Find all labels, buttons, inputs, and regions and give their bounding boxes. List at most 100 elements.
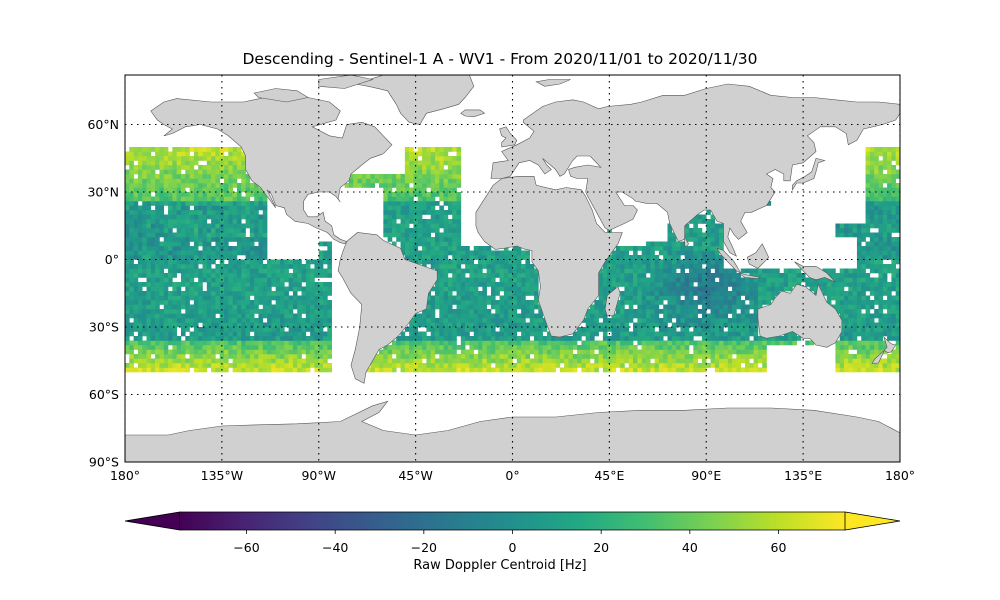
heatmap-cell: [206, 241, 212, 247]
heatmap-cell: [473, 340, 479, 346]
heatmap-cell: [701, 340, 707, 346]
heatmap-cell: [633, 291, 638, 296]
heatmap-cell: [516, 345, 522, 350]
heatmap-cell: [723, 282, 729, 287]
heatmap-cell: [443, 192, 449, 197]
heatmap-cell: [271, 268, 276, 274]
heatmap-cell: [887, 318, 892, 323]
heatmap-cell: [185, 340, 190, 346]
heatmap-cell: [159, 183, 165, 188]
heatmap-cell: [159, 151, 165, 157]
heatmap-cell: [176, 228, 182, 233]
heatmap-cell: [172, 349, 177, 355]
heatmap-cell: [887, 300, 892, 305]
heatmap-cell: [633, 358, 638, 364]
heatmap-cell: [869, 219, 875, 224]
heatmap-cell: [185, 282, 190, 287]
heatmap-cell: [387, 201, 393, 206]
heatmap-cell: [852, 295, 858, 301]
heatmap-cell: [383, 358, 388, 364]
heatmap-cell: [861, 223, 866, 229]
heatmap-cell: [224, 147, 229, 152]
heatmap-cell: [215, 309, 221, 314]
heatmap-cell: [404, 241, 410, 247]
heatmap-cell: [150, 169, 156, 175]
heatmap-cell: [495, 349, 500, 355]
heatmap-cell: [667, 250, 673, 256]
heatmap-cell: [676, 286, 681, 292]
heatmap-cell: [856, 232, 862, 238]
heatmap-cell: [129, 165, 134, 170]
heatmap-cell: [701, 232, 707, 238]
heatmap-cell: [142, 250, 147, 256]
heatmap-cell: [633, 349, 638, 355]
heatmap-cell: [852, 358, 858, 364]
heatmap-cell: [150, 322, 156, 328]
heatmap-cell: [232, 340, 238, 346]
heatmap-cell: [262, 309, 268, 314]
heatmap-cell: [301, 268, 307, 274]
heatmap-cell: [426, 358, 431, 364]
heatmap-cell: [155, 223, 160, 229]
heatmap-cell: [486, 250, 492, 256]
heatmap-cell: [193, 183, 199, 188]
heatmap-cell: [172, 223, 177, 229]
heatmap-cell: [185, 246, 190, 251]
heatmap-cell: [512, 327, 518, 332]
heatmap-cell: [323, 286, 328, 292]
heatmap-cell: [435, 282, 440, 287]
heatmap-cell: [521, 250, 526, 256]
heatmap-cell: [865, 367, 871, 373]
heatmap-cell: [602, 273, 608, 278]
heatmap-cell: [508, 318, 513, 323]
landmass: [355, 75, 475, 125]
heatmap-cell: [598, 363, 604, 368]
heatmap-cell: [439, 300, 444, 305]
heatmap-cell: [224, 246, 229, 251]
heatmap-cell: [383, 214, 388, 220]
heatmap-cell: [521, 264, 526, 269]
heatmap-cell: [585, 313, 591, 319]
heatmap-cell: [835, 232, 841, 238]
heatmap-cell: [249, 268, 255, 274]
heatmap-cell: [525, 358, 531, 364]
heatmap-cell: [249, 367, 255, 373]
heatmap-cell: [305, 322, 311, 328]
heatmap-cell: [422, 340, 427, 346]
heatmap-cell: [439, 327, 444, 332]
heatmap-cell: [426, 160, 431, 166]
heatmap-cell: [155, 354, 160, 359]
heatmap-cell: [452, 214, 457, 220]
heatmap-cell: [379, 174, 384, 179]
heatmap-cell: [409, 318, 414, 323]
heatmap-cell: [478, 309, 483, 314]
heatmap-cell: [585, 331, 591, 337]
heatmap-cell: [714, 318, 720, 323]
heatmap-cell: [439, 223, 444, 229]
heatmap-cell: [262, 349, 268, 355]
heatmap-cell: [198, 187, 203, 193]
heatmap-cell: [198, 345, 203, 350]
heatmap-cell: [280, 363, 285, 368]
heatmap-cell: [206, 151, 212, 157]
heatmap-cell: [193, 228, 199, 233]
heatmap-cell: [861, 259, 866, 265]
heatmap-cell: [284, 322, 289, 328]
heatmap-cell: [697, 282, 703, 287]
heatmap-cell: [684, 340, 690, 346]
heatmap-cell: [473, 309, 479, 314]
heatmap-cell: [172, 259, 177, 265]
colorbar-tick-label: −20: [411, 540, 437, 555]
heatmap-cell: [856, 304, 862, 310]
heatmap-cell: [874, 340, 879, 346]
heatmap-cell: [176, 345, 182, 350]
heatmap-cell: [125, 192, 130, 197]
heatmap-cell: [241, 210, 246, 215]
heatmap-cell: [452, 340, 457, 346]
heatmap-cell: [607, 345, 612, 350]
heatmap-cell: [211, 187, 216, 193]
heatmap-cell: [447, 363, 453, 368]
heatmap-cell: [887, 151, 892, 157]
heatmap-cell: [422, 313, 427, 319]
heatmap-cell: [757, 277, 763, 283]
